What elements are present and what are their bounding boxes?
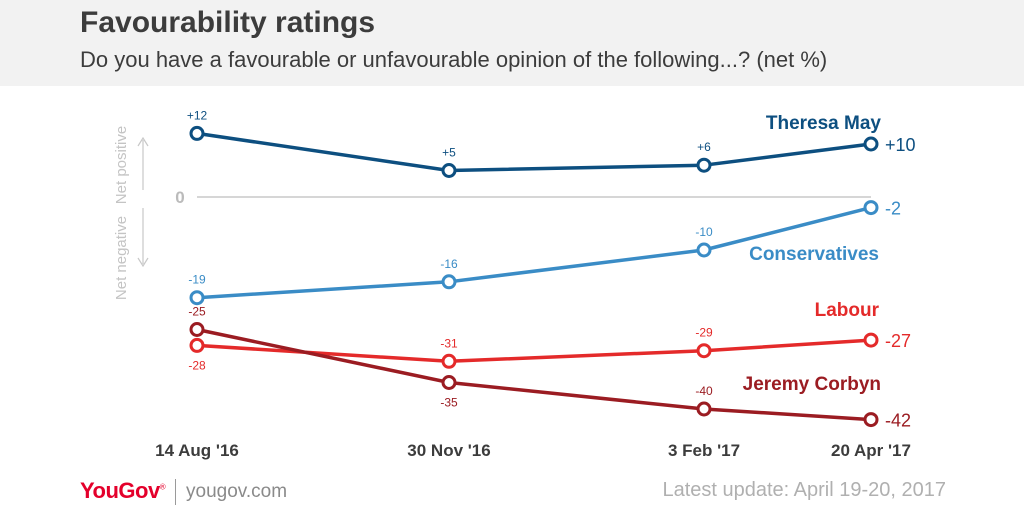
yougov-logo: YouGov® [80,478,166,503]
data-point-theresa-may [863,136,879,152]
line-chart: 0 Net positive Net negative 14 Aug '16 30 No… [113,108,916,460]
data-label: -25 [188,305,206,319]
data-point-labour [696,343,712,359]
chart-subtitle: Do you have a favourable or unfavourable… [80,47,828,72]
data-point-conservatives [441,274,457,290]
data-label: -28 [188,358,206,372]
zero-tick-label: 0 [175,188,184,207]
data-point-conservatives [863,200,879,216]
data-label: -40 [695,384,713,398]
data-point-theresa-may [189,125,205,141]
negative-arrow-icon [137,257,149,268]
header: Favourability ratings Do you have a favo… [0,0,1024,86]
data-label: -16 [440,257,458,271]
series-line-jeremy-corbyn [196,327,872,422]
data-label: -2 [885,199,901,219]
data-point-jeremy-corbyn [696,401,712,417]
x-tick-label: 30 Nov '16 [407,441,490,460]
data-label: +10 [885,135,916,155]
data-point-labour [189,337,205,353]
data-point-theresa-may [696,157,712,173]
data-label: -19 [188,273,206,287]
series-line-labour [196,338,872,364]
latest-update: Latest update: April 19-20, 2017 [662,479,946,501]
data-label: +6 [697,140,711,154]
data-label: -10 [695,225,713,239]
series-line-conservatives [196,205,872,300]
data-label: -42 [885,411,911,431]
series-name-label: Theresa May [766,113,882,134]
data-point-jeremy-corbyn [863,412,879,428]
data-label: -29 [695,326,713,340]
data-point-jeremy-corbyn [189,322,205,337]
data-label: +5 [442,146,456,160]
chart-title: Favourability ratings [80,6,376,39]
x-tick-label: 3 Feb '17 [668,441,740,460]
data-point-theresa-may [441,163,457,178]
footer-site: yougov.com [186,481,288,502]
footer-separator [175,479,176,505]
data-label: -35 [440,396,458,410]
positive-arrow-icon [137,136,149,147]
x-tick-label: 20 Apr '17 [831,441,911,460]
series-line-theresa-may [196,131,872,173]
series-name-label: Jeremy Corbyn [743,374,881,395]
data-label: +12 [187,108,208,122]
series-name-label: Conservatives [749,244,879,265]
x-tick-label: 14 Aug '16 [155,441,239,460]
data-label: -27 [885,331,911,351]
data-point-labour [441,353,457,369]
net-negative-label: Net negative [113,216,130,300]
series-name-label: Labour [815,300,880,321]
data-point-conservatives [189,290,205,306]
data-point-labour [863,332,879,348]
data-point-jeremy-corbyn [441,375,457,390]
data-point-conservatives [696,242,712,258]
net-positive-label: Net positive [113,126,130,204]
data-label: -31 [440,336,458,350]
